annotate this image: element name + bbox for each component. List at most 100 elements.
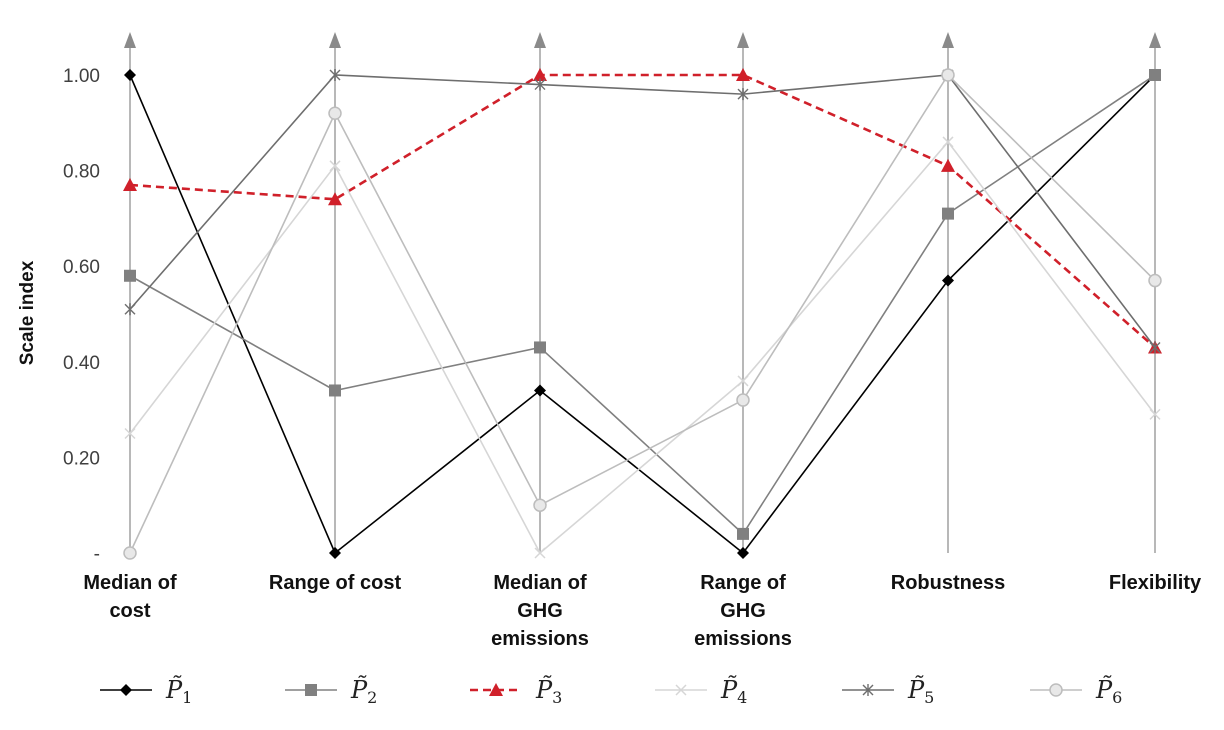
- marker-diamond: [534, 384, 546, 397]
- marker-circle: [1148, 273, 1162, 288]
- category-label-line: Range of cost: [269, 572, 402, 594]
- legend-label-subscript: 2: [367, 688, 377, 707]
- legend-item-6: P̃6: [1030, 676, 1122, 707]
- category-label: Median of GHG emissions: [491, 572, 589, 650]
- marker-square: [124, 269, 136, 282]
- marker-x: [737, 375, 749, 387]
- category-label: Median of cost: [83, 572, 177, 622]
- marker-circle: [328, 106, 342, 120]
- marker-triangle: [123, 177, 137, 191]
- marker-star: [534, 78, 546, 91]
- category-label: Robustness: [891, 572, 1005, 594]
- series-6: [123, 68, 1162, 560]
- marker-square: [737, 527, 749, 540]
- series-layer: [123, 68, 1162, 560]
- legend-label: P̃2: [350, 676, 377, 707]
- category-label-line: Median of: [493, 572, 587, 594]
- category-label-line: emissions: [694, 628, 792, 650]
- marker-circle: [1049, 683, 1063, 697]
- axis-arrow-icon: [1149, 32, 1161, 48]
- marker-x-stroke: [124, 427, 136, 440]
- y-tick-label: -: [94, 544, 100, 565]
- category-label-line: Range of: [700, 572, 786, 594]
- marker-x-stroke: [942, 136, 954, 148]
- y-axis-label: Scale index: [17, 260, 38, 365]
- marker-triangle: [328, 192, 342, 206]
- legend-item-2: P̃2: [285, 676, 377, 707]
- category-label-line: GHG: [720, 600, 766, 622]
- marker-diamond: [737, 547, 749, 559]
- marker-x-stroke: [737, 375, 749, 387]
- marker-diamond: [942, 274, 954, 287]
- axis-arrow-icon: [942, 32, 954, 48]
- legend-label-main: P̃: [1095, 676, 1113, 704]
- marker-triangle: [533, 68, 547, 81]
- marker-x: [329, 160, 341, 172]
- marker-star: [124, 303, 136, 316]
- legend-label-main: P̃: [350, 676, 368, 704]
- marker-triangle: [489, 683, 503, 696]
- marker-circle: [941, 68, 955, 82]
- marker-x-stroke: [329, 160, 341, 172]
- marker-star: [862, 684, 874, 696]
- category-label-line: cost: [109, 600, 150, 622]
- legend-label-main: P̃: [165, 676, 183, 704]
- legend-label-main: P̃: [907, 676, 925, 704]
- marker-square: [534, 341, 546, 354]
- axes-layer: [124, 32, 1161, 553]
- axis-arrow-icon: [534, 32, 546, 48]
- y-tick-label: 0.80: [63, 162, 100, 183]
- legend-label: P̃6: [1095, 676, 1122, 707]
- marker-star: [737, 88, 749, 101]
- marker-circle: [123, 546, 137, 560]
- legend-label-main: P̃: [720, 676, 738, 704]
- legend-label: P̃1: [165, 676, 192, 707]
- marker-x-stroke: [675, 684, 687, 696]
- series-line: [129, 74, 1156, 536]
- category-label-line: GHG: [517, 600, 563, 622]
- category-label: Flexibility: [1109, 572, 1202, 594]
- axis-arrow-icon: [124, 32, 136, 48]
- category-label: Range of GHG emissions: [694, 572, 792, 650]
- legend-item-4: P̃4: [655, 676, 747, 707]
- legend-item-5: P̃5: [842, 676, 934, 707]
- series-line: [129, 73, 1156, 349]
- marker-x: [124, 427, 136, 440]
- marker-diamond: [329, 547, 341, 559]
- marker-circle: [736, 393, 750, 407]
- axis-arrow-icon: [737, 32, 749, 48]
- marker-x: [942, 136, 954, 148]
- series-line: [129, 74, 1156, 555]
- marker-star: [1149, 341, 1161, 354]
- marker-star: [329, 69, 341, 81]
- marker-x: [1149, 408, 1161, 420]
- legend-label: P̃4: [720, 676, 747, 707]
- marker-square: [942, 207, 954, 220]
- category-label: Range of cost: [269, 572, 402, 594]
- marker-x-stroke: [534, 547, 546, 559]
- series-1: [124, 69, 1161, 559]
- series-3: [123, 68, 1162, 354]
- marker-triangle: [941, 158, 955, 172]
- axis-arrow-icon: [329, 32, 341, 48]
- legend-label-subscript: 6: [1112, 688, 1122, 707]
- marker-x: [675, 684, 687, 696]
- legend: P̃1 P̃2 P̃3 P̃4 P̃5 P̃6: [100, 676, 1122, 707]
- category-label-line: Median of: [83, 572, 177, 594]
- legend-label-subscript: 4: [737, 688, 747, 707]
- category-label-line: Robustness: [891, 572, 1005, 594]
- marker-x-stroke: [1149, 408, 1161, 420]
- y-tick-label: 0.40: [63, 353, 100, 374]
- category-label-line: emissions: [491, 628, 589, 650]
- legend-label: P̃5: [907, 676, 934, 707]
- series-5: [124, 69, 1161, 354]
- series-line: [129, 74, 1156, 348]
- series-line: [129, 73, 1156, 554]
- marker-square: [1149, 69, 1161, 81]
- marker-x: [534, 547, 546, 559]
- marker-diamond: [124, 69, 136, 81]
- legend-item-1: P̃1: [100, 676, 192, 707]
- y-tick-label: 0.60: [63, 257, 100, 278]
- series-line: [129, 140, 1156, 555]
- legend-label-subscript: 5: [924, 688, 934, 707]
